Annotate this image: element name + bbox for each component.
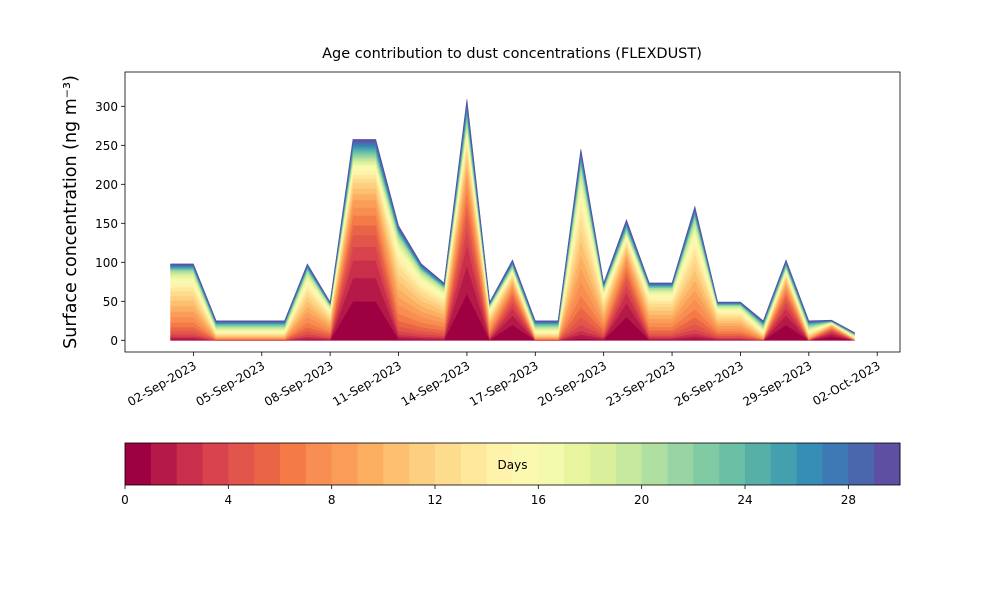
x-tick-label: 20-Sep-2023 bbox=[535, 358, 609, 409]
colorbar-swatch bbox=[305, 443, 333, 485]
colorbar-swatch bbox=[486, 443, 513, 485]
colorbar-swatch bbox=[745, 443, 772, 485]
colorbar-swatch bbox=[822, 443, 849, 485]
y-tick-label: 50 bbox=[103, 295, 118, 309]
colorbar-swatch bbox=[848, 443, 875, 485]
x-tick-label: 23-Sep-2023 bbox=[604, 358, 678, 409]
colorbar-tick-label: 8 bbox=[328, 493, 336, 507]
colorbar-swatch bbox=[280, 443, 307, 485]
x-tick-label: 05-Sep-2023 bbox=[193, 358, 267, 409]
colorbar-swatch bbox=[874, 443, 901, 485]
colorbar-swatch bbox=[357, 443, 384, 485]
y-tick-label: 100 bbox=[95, 256, 118, 270]
colorbar-swatch bbox=[615, 443, 643, 485]
colorbar-swatch bbox=[125, 443, 152, 485]
colorbar-swatch bbox=[150, 443, 178, 485]
area-layer bbox=[170, 99, 855, 334]
colorbar-swatch bbox=[176, 443, 203, 485]
colorbar-swatch bbox=[693, 443, 720, 485]
colorbar-swatch bbox=[460, 443, 488, 485]
x-tick-label: 08-Sep-2023 bbox=[262, 358, 336, 409]
colorbar-swatch bbox=[538, 443, 565, 485]
y-axis-title: Surface concentration (ng m⁻³) bbox=[61, 75, 81, 349]
colorbar-swatch bbox=[590, 443, 617, 485]
colorbar-tick-label: 4 bbox=[225, 493, 233, 507]
colorbar-label: Days bbox=[498, 458, 528, 472]
x-tick-label: 26-Sep-2023 bbox=[672, 358, 746, 409]
y-tick-label: 200 bbox=[95, 178, 118, 192]
colorbar-swatch bbox=[228, 443, 255, 485]
colorbar-tick-label: 16 bbox=[531, 493, 546, 507]
x-tick-label: 11-Sep-2023 bbox=[330, 358, 404, 409]
colorbar-swatch bbox=[331, 443, 358, 485]
x-tick-label: 02-Oct-2023 bbox=[810, 358, 882, 408]
colorbar-swatch bbox=[254, 443, 281, 485]
colorbar-swatch bbox=[564, 443, 591, 485]
colorbar-swatch bbox=[383, 443, 410, 485]
colorbar-tick-label: 20 bbox=[634, 493, 649, 507]
y-tick-label: 0 bbox=[110, 334, 118, 348]
x-tick-label: 29-Sep-2023 bbox=[741, 358, 815, 409]
colorbar-swatch bbox=[719, 443, 746, 485]
x-tick-label: 17-Sep-2023 bbox=[467, 358, 541, 409]
colorbar-swatch bbox=[667, 443, 694, 485]
colorbar-tick-label: 24 bbox=[737, 493, 752, 507]
colorbar-swatch bbox=[202, 443, 229, 485]
x-tick-label: 02-Sep-2023 bbox=[125, 358, 199, 409]
colorbar: Days 0 4 8 12 16 20 24 28 bbox=[121, 442, 901, 507]
axes-frame bbox=[124, 71, 901, 353]
colorbar-swatch bbox=[512, 443, 539, 485]
colorbar-swatch bbox=[641, 443, 668, 485]
colorbar-swatch bbox=[435, 443, 462, 485]
colorbar-swatch bbox=[796, 443, 823, 485]
y-tick-label: 150 bbox=[95, 217, 118, 231]
colorbar-tick-label: 0 bbox=[121, 493, 129, 507]
colorbar-frame bbox=[124, 442, 901, 486]
chart-title: Age contribution to dust concentrations … bbox=[322, 46, 702, 62]
y-tick-label: 250 bbox=[95, 139, 118, 153]
colorbar-swatch bbox=[770, 443, 798, 485]
colorbar-tick-label: 12 bbox=[427, 493, 442, 507]
colorbar-tick-label: 28 bbox=[841, 493, 856, 507]
y-tick-label: 300 bbox=[95, 100, 118, 114]
x-tick-label: 14-Sep-2023 bbox=[399, 358, 473, 409]
colorbar-swatch bbox=[409, 443, 436, 485]
plot-area bbox=[170, 99, 855, 341]
